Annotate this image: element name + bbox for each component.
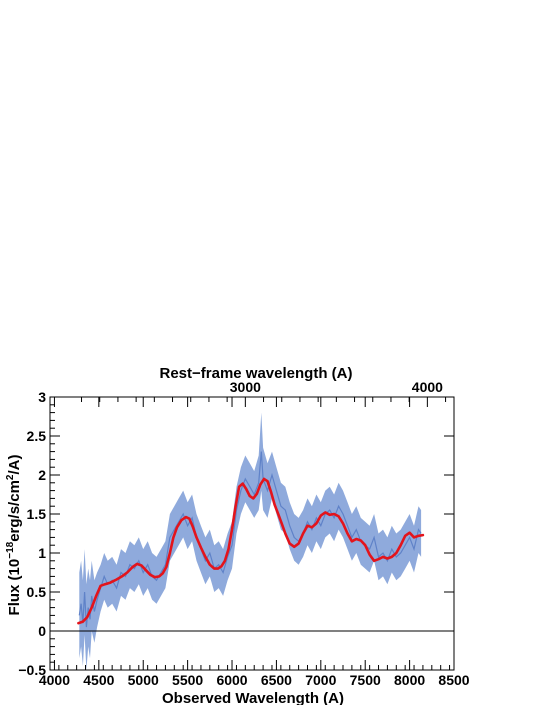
y-axis-title-part3: /A) — [6, 455, 23, 475]
top-tick-label: 4000 — [412, 379, 443, 395]
x-tick-label: 5000 — [128, 672, 159, 688]
y-tick-label: −0.5 — [18, 662, 46, 678]
y-axis-title-exponent: −18 — [5, 541, 16, 558]
x-tick-label: 7500 — [350, 672, 381, 688]
x-tick-label: 8500 — [438, 672, 469, 688]
y-axis-title-part2: erg/s/cm — [6, 480, 23, 542]
plot-area — [50, 413, 454, 670]
y-tick-label: 0 — [38, 623, 46, 639]
x-tick-label: 5500 — [172, 672, 203, 688]
y-axis-title: Flux (10−18erg/s/cm2/A) — [5, 455, 23, 616]
x-tick-label: 6500 — [261, 672, 292, 688]
y-tick-label: 3 — [38, 389, 46, 405]
top-axis-title: Rest−frame wavelength (A) — [160, 365, 353, 382]
x-axis-title: Observed Wavelength (A) — [162, 690, 344, 705]
y-axis-title-part1: Flux (10 — [6, 559, 23, 616]
y-tick-label: 1.5 — [27, 506, 47, 522]
x-tick-label: 4500 — [83, 672, 114, 688]
x-tick-label: 8000 — [394, 672, 425, 688]
y-tick-label: 2.5 — [27, 428, 47, 444]
x-tick-label: 6000 — [216, 672, 247, 688]
y-tick-label: 1 — [38, 545, 46, 561]
x-tick-label: 7000 — [305, 672, 336, 688]
y-tick-label: 0.5 — [27, 584, 47, 600]
y-tick-label: 2 — [38, 467, 46, 483]
